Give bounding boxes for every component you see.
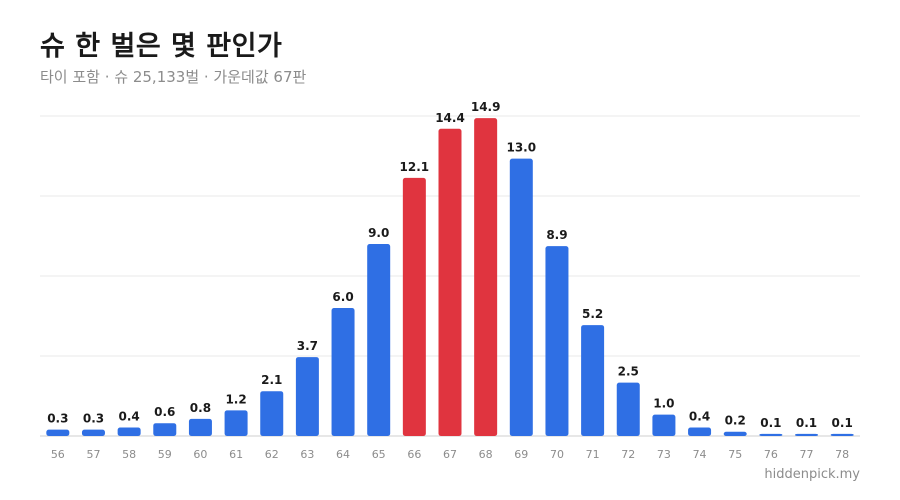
value-label-63: 3.7 xyxy=(297,339,318,353)
bar-64 xyxy=(331,308,355,436)
x-tick-label-56: 56 xyxy=(51,448,65,461)
bar-62 xyxy=(260,391,284,436)
bar-63 xyxy=(295,357,319,436)
bar-71 xyxy=(581,325,605,436)
x-tick-label-62: 62 xyxy=(265,448,279,461)
chart-title: 슈 한 벌은 몇 판인가 xyxy=(40,31,283,62)
value-label-73: 1.0 xyxy=(653,397,674,411)
bars xyxy=(46,118,854,437)
value-label-66: 12.1 xyxy=(400,160,430,174)
value-label-59: 0.6 xyxy=(154,405,175,419)
value-label-70: 8.9 xyxy=(546,228,567,242)
x-tick-label-72: 72 xyxy=(621,448,635,461)
bar-66 xyxy=(402,177,426,436)
bar-73 xyxy=(652,414,676,436)
x-tick-labels: 56 57 58 59 60 61 62 63 64 65 66 67 68 69 70 71 72 73 74 75… xyxy=(51,448,849,461)
bar-75 xyxy=(723,431,747,436)
value-label-68: 14.9 xyxy=(471,100,501,114)
bar-56 xyxy=(46,429,70,436)
x-tick-label-68: 68 xyxy=(479,448,493,461)
value-label-78: 0.1 xyxy=(832,416,853,430)
value-label-72: 2.5 xyxy=(618,365,639,379)
bar-58 xyxy=(117,427,141,436)
bar-57 xyxy=(81,429,105,436)
bar-59 xyxy=(153,423,177,436)
x-tick-label-76: 76 xyxy=(764,448,778,461)
value-label-74: 0.4 xyxy=(689,409,710,423)
bar-61 xyxy=(224,410,248,436)
x-tick-label-59: 59 xyxy=(158,448,172,461)
value-label-75: 0.2 xyxy=(725,414,746,428)
x-tick-label-58: 58 xyxy=(122,448,136,461)
x-tick-label-74: 74 xyxy=(693,448,707,461)
x-tick-label-71: 71 xyxy=(586,448,600,461)
value-label-69: 13.0 xyxy=(506,141,536,155)
x-tick-label-57: 57 xyxy=(86,448,100,461)
x-tick-label-75: 75 xyxy=(728,448,742,461)
x-tick-label-65: 65 xyxy=(372,448,386,461)
bar-65 xyxy=(367,244,391,436)
bar-76 xyxy=(759,433,783,436)
value-label-60: 0.8 xyxy=(190,401,211,415)
x-tick-label-63: 63 xyxy=(300,448,314,461)
x-tick-label-69: 69 xyxy=(514,448,528,461)
value-labels: 0.3 0.3 0.4 0.6 0.8 1.2 2.1 3.7 6.0 9.0 12.1 14.4 14… xyxy=(47,100,853,430)
value-label-62: 2.1 xyxy=(261,373,282,387)
x-tick-label-67: 67 xyxy=(443,448,457,461)
x-tick-label-73: 73 xyxy=(657,448,671,461)
bar-77 xyxy=(795,433,819,436)
value-label-61: 1.2 xyxy=(225,392,246,406)
bar-60 xyxy=(188,418,212,436)
value-label-64: 6.0 xyxy=(332,290,353,304)
bar-74 xyxy=(688,427,712,436)
bar-68 xyxy=(474,118,498,436)
x-tick-label-64: 64 xyxy=(336,448,350,461)
value-label-65: 9.0 xyxy=(368,226,389,240)
x-tick-label-70: 70 xyxy=(550,448,564,461)
value-label-67: 14.4 xyxy=(435,111,465,125)
watermark: hiddenpick.my xyxy=(764,467,860,482)
bar-70 xyxy=(545,246,569,436)
value-label-58: 0.4 xyxy=(118,409,139,423)
x-tick-label-77: 77 xyxy=(800,448,814,461)
value-label-71: 5.2 xyxy=(582,307,603,321)
x-tick-label-60: 60 xyxy=(193,448,207,461)
chart-subtitle: 타이 포함 · 슈 25,133벌 · 가운데값 67판 xyxy=(40,68,307,86)
bar-78 xyxy=(830,433,854,436)
bar-69 xyxy=(509,158,533,436)
x-tick-label-61: 61 xyxy=(229,448,243,461)
value-label-77: 0.1 xyxy=(796,416,817,430)
x-tick-label-66: 66 xyxy=(407,448,421,461)
x-tick-label-78: 78 xyxy=(835,448,849,461)
value-label-57: 0.3 xyxy=(83,412,104,426)
bar-67 xyxy=(438,128,462,437)
bar-72 xyxy=(616,382,640,436)
value-label-56: 0.3 xyxy=(47,412,68,426)
value-label-76: 0.1 xyxy=(760,416,781,430)
